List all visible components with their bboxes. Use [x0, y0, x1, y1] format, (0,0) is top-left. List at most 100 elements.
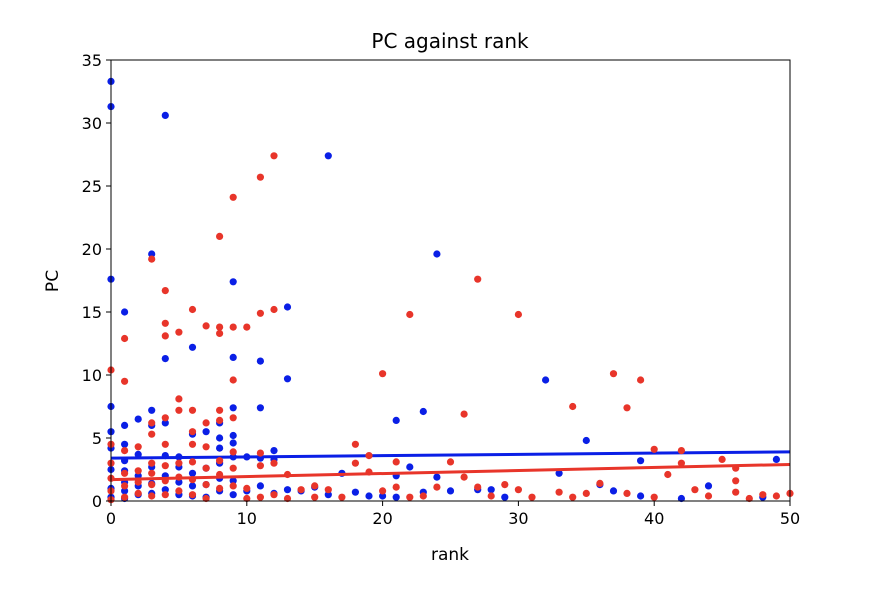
data-point: [718, 455, 726, 463]
data-point: [270, 305, 278, 314]
data-point: [161, 419, 169, 427]
data-point: [161, 319, 169, 327]
data-point: [134, 467, 142, 475]
y-tick-label: 25: [82, 177, 102, 196]
data-point: [161, 440, 169, 448]
data-point: [637, 492, 645, 500]
data-point: [311, 482, 319, 490]
data-point: [283, 494, 292, 503]
data-point: [392, 458, 400, 466]
data-point: [229, 278, 237, 286]
data-point: [270, 152, 278, 160]
data-point: [623, 489, 631, 497]
data-point: [351, 459, 359, 467]
data-point: [175, 406, 183, 414]
data-point: [161, 486, 169, 494]
y-tick-label: 30: [82, 114, 102, 133]
data-point: [433, 250, 441, 258]
data-point: [732, 477, 740, 485]
data-point: [216, 329, 224, 337]
data-point: [419, 407, 427, 416]
y-tick-label: 35: [82, 51, 102, 70]
data-point: [406, 463, 414, 471]
data-point: [188, 469, 197, 477]
data-point: [474, 483, 482, 491]
data-point: [216, 232, 224, 240]
y-tick-label: 15: [82, 303, 102, 322]
data-point: [759, 491, 767, 499]
data-point: [229, 323, 237, 331]
data-point: [229, 464, 237, 472]
data-point: [609, 370, 618, 378]
data-point: [338, 493, 346, 501]
series-1: [107, 77, 791, 503]
data-point: [677, 447, 686, 455]
data-point: [161, 111, 169, 119]
data-point: [542, 376, 550, 384]
data-point: [229, 439, 237, 447]
data-point: [175, 328, 183, 336]
data-point: [256, 493, 264, 501]
data-point: [501, 493, 509, 501]
data-point: [474, 275, 482, 283]
data-point: [704, 482, 713, 490]
data-point: [433, 483, 441, 491]
x-tick-label: 20: [372, 509, 392, 528]
trend-line: [110, 462, 791, 482]
data-point: [256, 449, 264, 457]
data-point: [216, 434, 224, 442]
x-axis: 0 10 20 30 40 50: [106, 501, 800, 528]
data-point: [229, 193, 237, 201]
data-point: [283, 303, 292, 311]
data-point: [188, 491, 197, 499]
data-point: [677, 494, 686, 503]
data-point: [148, 255, 156, 263]
data-point: [501, 481, 509, 489]
data-point: [732, 488, 740, 496]
data-point: [433, 473, 441, 481]
data-point: [365, 452, 373, 460]
data-point: [161, 332, 169, 340]
y-tick-label: 5: [92, 429, 102, 448]
data-point: [188, 428, 197, 436]
data-point: [148, 250, 156, 258]
data-point: [175, 395, 183, 403]
data-point: [392, 483, 400, 491]
data-point: [446, 487, 455, 495]
data-point: [487, 492, 495, 500]
data-point: [148, 481, 156, 489]
data-point: [216, 416, 224, 424]
data-point: [256, 309, 264, 317]
data-point: [487, 486, 495, 494]
data-point: [229, 477, 237, 485]
data-point: [256, 173, 264, 181]
data-point: [229, 404, 237, 412]
x-tick-label: 10: [237, 509, 257, 528]
data-point: [134, 450, 142, 458]
data-point: [202, 428, 210, 436]
data-point: [637, 457, 645, 465]
data-point: [121, 334, 129, 343]
data-point: [324, 486, 332, 494]
x-tick-label: 0: [106, 509, 116, 528]
data-point: [229, 376, 237, 384]
data-point: [121, 308, 129, 316]
data-point: [555, 488, 563, 496]
data-point: [229, 491, 237, 499]
data-point: [569, 493, 577, 501]
data-point: [202, 419, 210, 427]
data-point: [311, 493, 319, 501]
data-point: [216, 406, 224, 414]
y-axis: 0 5 10 15 20 25 30 35: [82, 51, 111, 511]
data-point: [229, 414, 237, 422]
data-point: [637, 376, 645, 384]
data-point: [161, 491, 169, 499]
data-point: [270, 491, 278, 499]
data-point: [256, 482, 264, 490]
data-point: [582, 436, 590, 445]
data-point: [148, 459, 156, 467]
data-point: [121, 482, 129, 490]
data-point: [161, 462, 169, 470]
plot-frame: [110, 59, 791, 502]
